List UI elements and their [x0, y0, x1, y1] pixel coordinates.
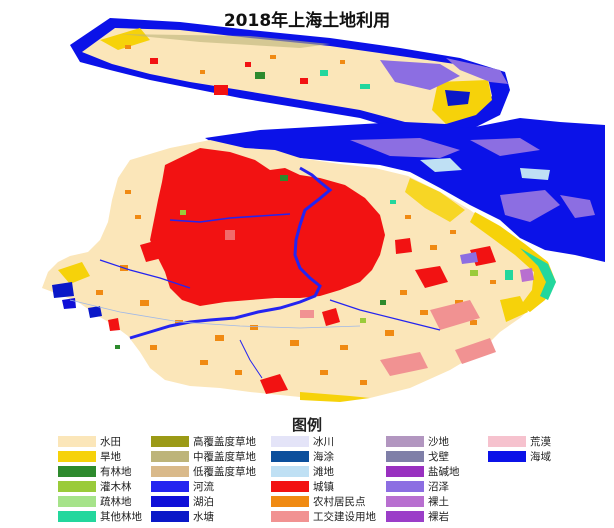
- legend-swatch: [271, 435, 309, 447]
- legend-swatch: [386, 450, 424, 462]
- legend-swatch: [58, 465, 96, 477]
- legend-item: 旱地: [58, 449, 121, 463]
- legend-item: 海域: [488, 449, 551, 463]
- legend-swatch: [386, 495, 424, 507]
- legend-swatch: [151, 435, 189, 447]
- legend-label: 滩地: [313, 465, 334, 478]
- legend-item: 中覆盖度草地: [151, 449, 256, 463]
- estuary-water: [205, 118, 605, 262]
- legend-item: 冰川: [271, 434, 334, 448]
- legend-item: 灌木林: [58, 479, 132, 493]
- legend-swatch: [386, 435, 424, 447]
- legend-swatch: [271, 495, 309, 507]
- legend-item: 农村居民点: [271, 494, 366, 508]
- legend-label: 湖泊: [193, 495, 214, 508]
- legend-label: 农村居民点: [313, 495, 366, 508]
- legend-label: 沙地: [428, 435, 449, 448]
- legend-label: 灌木林: [100, 480, 132, 493]
- land-use-map: [42, 18, 605, 402]
- legend-item: 疏林地: [58, 494, 132, 508]
- legend-label: 城镇: [313, 480, 334, 493]
- legend-swatch: [58, 480, 96, 492]
- legend-item: 工交建设用地: [271, 509, 376, 523]
- legend-item: 水田: [58, 434, 121, 448]
- legend-label: 冰川: [313, 435, 334, 448]
- legend-swatch: [488, 450, 526, 462]
- map-title: 2018年上海土地利用: [223, 11, 391, 31]
- legend-label: 低覆盖度草地: [193, 465, 256, 478]
- chongming-island: [70, 18, 510, 135]
- legend-swatch: [271, 480, 309, 492]
- legend-item: 裸岩: [386, 509, 449, 523]
- legend-item: 荒漠: [488, 434, 551, 448]
- legend-label: 海域: [530, 450, 551, 463]
- legend-swatch: [271, 450, 309, 462]
- legend-item: 其他林地: [58, 509, 142, 523]
- legend-swatch: [151, 480, 189, 492]
- legend-label: 水塘: [193, 510, 214, 523]
- legend-item: 河流: [151, 479, 214, 493]
- legend-label: 高覆盖度草地: [193, 435, 256, 448]
- legend-label: 旱地: [100, 450, 121, 463]
- legend-label: 疏林地: [100, 495, 132, 508]
- legend-swatch: [271, 465, 309, 477]
- legend-swatch: [58, 450, 96, 462]
- legend-swatch: [151, 450, 189, 462]
- legend-swatch: [386, 510, 424, 522]
- legend-label: 中覆盖度草地: [193, 450, 256, 463]
- legend-swatch: [151, 495, 189, 507]
- legend-item: 低覆盖度草地: [151, 464, 256, 478]
- legend-label: 其他林地: [100, 510, 142, 523]
- legend: 水田 旱地 有林地 灌木林 疏林地 其他林地 高覆盖度草地 中覆盖度草地 低覆盖…: [58, 434, 614, 526]
- legend-label: 工交建设用地: [313, 510, 376, 523]
- legend-swatch: [386, 465, 424, 477]
- legend-swatch: [58, 510, 96, 522]
- legend-title: 图例: [291, 416, 322, 434]
- legend-item: 水塘: [151, 509, 214, 523]
- legend-label: 水田: [100, 435, 121, 448]
- legend-label: 有林地: [100, 465, 132, 478]
- legend-label: 裸土: [428, 495, 449, 508]
- legend-item: 湖泊: [151, 494, 214, 508]
- legend-item: 裸土: [386, 494, 449, 508]
- legend-swatch: [151, 465, 189, 477]
- legend-item: 海涂: [271, 449, 334, 463]
- legend-item: 戈壁: [386, 449, 449, 463]
- legend-swatch: [386, 480, 424, 492]
- legend-swatch: [488, 435, 526, 447]
- legend-swatch: [271, 510, 309, 522]
- legend-item: 高覆盖度草地: [151, 434, 256, 448]
- legend-label: 盐碱地: [428, 465, 460, 478]
- legend-label: 海涂: [313, 450, 334, 463]
- legend-swatch: [58, 495, 96, 507]
- legend-item: 沼泽: [386, 479, 449, 493]
- mainland: [42, 140, 556, 402]
- legend-label: 沼泽: [428, 480, 449, 493]
- legend-label: 荒漠: [530, 435, 551, 448]
- legend-label: 河流: [193, 480, 214, 493]
- legend-swatch: [58, 435, 96, 447]
- legend-swatch: [151, 510, 189, 522]
- legend-item: 滩地: [271, 464, 334, 478]
- legend-label: 裸岩: [428, 510, 449, 523]
- legend-item: 有林地: [58, 464, 132, 478]
- legend-item: 盐碱地: [386, 464, 460, 478]
- legend-label: 戈壁: [428, 450, 449, 463]
- legend-item: 沙地: [386, 434, 449, 448]
- legend-item: 城镇: [271, 479, 334, 493]
